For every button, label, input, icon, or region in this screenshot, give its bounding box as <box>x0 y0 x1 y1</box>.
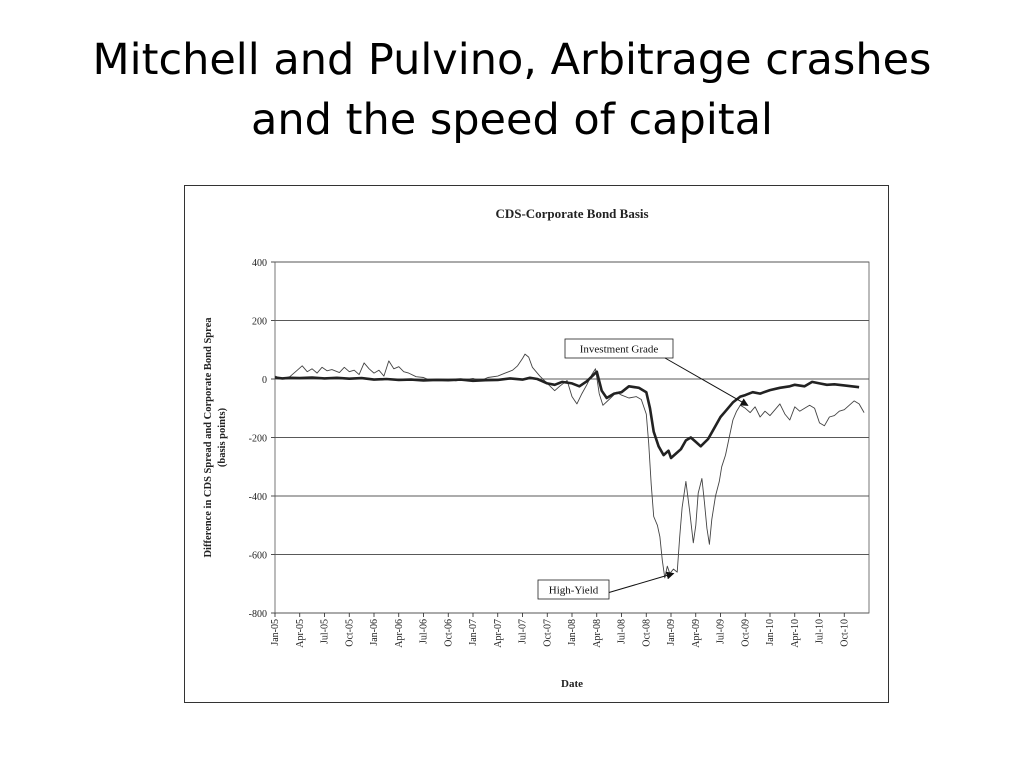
x-tick-label: Apr-08 <box>592 619 603 648</box>
annotation-label-investment-grade: Investment Grade <box>580 344 659 356</box>
x-tick-label: Jan-09 <box>666 619 677 646</box>
x-tick-label: Apr-09 <box>691 619 702 648</box>
x-tick-label: Jul-10 <box>815 619 826 644</box>
annotation-label-high-yield: High-Yield <box>549 585 599 597</box>
x-tick-label: Jan-07 <box>468 619 479 646</box>
series-line-high-yield <box>274 353 865 579</box>
cds-bond-basis-chart: CDS-Corporate Bond Basis 400 200 0 -200 -400 -… <box>203 206 870 690</box>
slide-title: Mitchell and Pulvino, Arbitrage crashes … <box>0 30 1024 150</box>
x-tick-label: Oct-07 <box>542 619 553 647</box>
y-tick-label: 0 <box>262 375 267 386</box>
x-tick-label: Apr-05 <box>295 619 306 648</box>
x-tick-label: Jul-09 <box>716 619 727 644</box>
x-tick-label: Jan-05 <box>270 619 281 646</box>
y-axis-label-line1: Difference in CDS Spread and Corporate B… <box>203 317 214 558</box>
y-tick-label: -600 <box>249 551 267 562</box>
y-axis-label-line2: (basis points) <box>217 407 228 467</box>
y-tick-label: 200 <box>252 317 267 328</box>
x-tick-label: Oct-09 <box>740 619 751 647</box>
x-tick-label: Apr-06 <box>394 619 405 648</box>
x-tick-label: Apr-10 <box>790 619 801 648</box>
annotation-box-high-yield <box>537 579 610 600</box>
annotation-box-investment-grade <box>564 338 674 359</box>
y-tick-label: -400 <box>249 492 267 503</box>
x-tick-label: Jul-05 <box>320 619 331 644</box>
y-tick-label: -800 <box>249 609 267 620</box>
x-tick-label: Jan-10 <box>765 619 776 646</box>
x-tick-label: Jul-07 <box>518 619 529 644</box>
y-tick-label: 400 <box>252 258 267 269</box>
annotation-arrow-investment-grade <box>664 357 749 406</box>
x-tick-label: Oct-10 <box>839 619 850 647</box>
slide-title-line2: and the speed of capital <box>251 95 773 145</box>
x-tick-label: Jul-08 <box>617 619 628 644</box>
series-line-investment-grade <box>274 370 860 460</box>
x-tick-label: Oct-08 <box>641 619 652 647</box>
x-tick-label: Apr-07 <box>493 619 504 648</box>
x-axis-label: Date <box>561 678 583 690</box>
y-tick-label: -200 <box>249 434 267 445</box>
chart-frame: CDS-Corporate Bond Basis 400 200 0 -200 -400 -… <box>184 185 889 703</box>
x-tick-label: Oct-05 <box>344 619 355 647</box>
x-tick-label: Jul-06 <box>419 619 430 644</box>
x-tick-label: Jan-06 <box>369 619 380 646</box>
annotation-arrow-high-yield <box>608 571 675 593</box>
chart-title: CDS-Corporate Bond Basis <box>495 206 648 221</box>
x-tick-label: Oct-06 <box>443 619 454 647</box>
slide-title-line1: Mitchell and Pulvino, Arbitrage crashes <box>92 35 932 85</box>
x-tick-label: Jan-08 <box>567 619 578 646</box>
